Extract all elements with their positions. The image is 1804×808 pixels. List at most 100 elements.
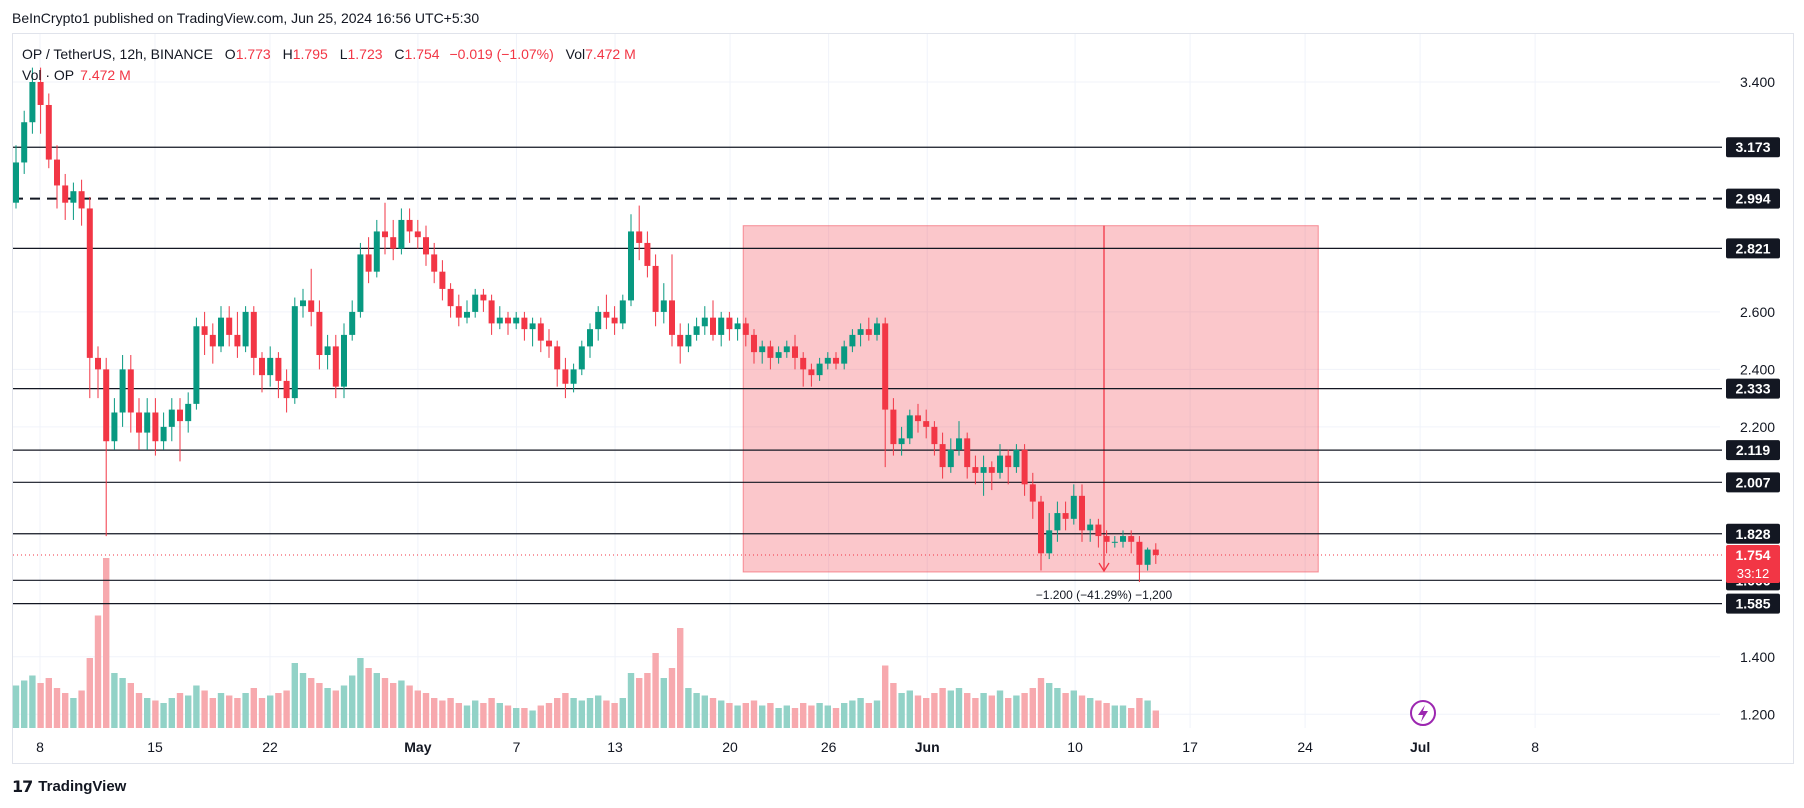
candle-body bbox=[882, 323, 889, 410]
x-tick-label: May bbox=[404, 739, 431, 755]
candle-body bbox=[726, 317, 733, 330]
volume-bar bbox=[234, 698, 241, 728]
volume-bar bbox=[554, 698, 561, 728]
lightning-icon bbox=[1418, 705, 1428, 722]
volume-bar bbox=[636, 678, 643, 728]
candle-body bbox=[193, 326, 200, 404]
volume-bar bbox=[267, 695, 274, 728]
volume-bar bbox=[62, 693, 69, 728]
volume-bar bbox=[775, 708, 782, 728]
candle-body bbox=[603, 311, 610, 318]
candle-body bbox=[710, 317, 716, 335]
volume-bar bbox=[21, 680, 28, 728]
x-tick-label: 15 bbox=[147, 739, 163, 755]
candle-body bbox=[669, 300, 675, 335]
candle-body bbox=[29, 81, 36, 123]
level-tag-text: 2.994 bbox=[1735, 191, 1770, 207]
candle-body bbox=[324, 346, 331, 356]
volume-legend-label[interactable]: Vol · OP bbox=[22, 67, 75, 83]
candle-body bbox=[775, 352, 782, 358]
candle-body bbox=[127, 369, 134, 413]
candle-body bbox=[308, 300, 315, 312]
candle-body bbox=[283, 380, 290, 399]
x-tick-label: 13 bbox=[607, 739, 623, 755]
candle-body bbox=[841, 346, 848, 364]
current-price-tag bbox=[1726, 545, 1780, 584]
volume-bar bbox=[521, 708, 528, 728]
candle-body bbox=[1152, 549, 1159, 556]
candle-body bbox=[144, 412, 151, 433]
volume-bar bbox=[980, 693, 987, 728]
candle-body bbox=[529, 323, 536, 330]
y-tick-label: 1.200 bbox=[1740, 706, 1775, 722]
volume-bar bbox=[381, 678, 389, 728]
volume-bar bbox=[644, 673, 651, 728]
candle-body bbox=[1087, 524, 1094, 531]
y-tick-label: 1.400 bbox=[1740, 649, 1775, 665]
candle-body bbox=[242, 311, 249, 347]
volume-bar bbox=[480, 703, 487, 728]
volume-bar bbox=[160, 703, 167, 728]
countdown-text: 33:12 bbox=[1737, 566, 1770, 581]
volume-bar bbox=[882, 665, 889, 728]
candle-body bbox=[997, 455, 1003, 473]
volume-bar bbox=[349, 675, 356, 728]
tradingview-logo-icon: 17 bbox=[12, 777, 33, 796]
volume-bar bbox=[824, 705, 831, 728]
candle-body bbox=[849, 334, 856, 347]
candle-body bbox=[800, 357, 807, 370]
level-tag-text: 2.007 bbox=[1735, 474, 1770, 490]
candle-body bbox=[488, 300, 495, 324]
symbol-title[interactable]: OP / TetherUS, 12h, BINANCE bbox=[22, 46, 213, 62]
candle-body bbox=[1136, 541, 1143, 565]
volume-bar bbox=[398, 680, 405, 728]
candle-body bbox=[234, 334, 241, 347]
volume-bar bbox=[332, 690, 339, 728]
high-value: 1.795 bbox=[292, 46, 328, 62]
volume-bar bbox=[119, 678, 126, 728]
candle-body bbox=[619, 300, 626, 324]
volume-bar bbox=[1054, 688, 1061, 728]
candle-body bbox=[964, 438, 971, 468]
level-tag-3.173 bbox=[1726, 137, 1780, 158]
volume-bar bbox=[603, 700, 610, 728]
candle-body bbox=[185, 403, 192, 422]
volume-bar bbox=[1103, 703, 1110, 728]
volume-bar bbox=[103, 558, 110, 728]
candle-body bbox=[693, 326, 700, 335]
candle-body bbox=[890, 409, 897, 445]
y-tick-label: 2.600 bbox=[1740, 304, 1775, 320]
volume-bar bbox=[144, 698, 151, 728]
candle-body bbox=[1095, 524, 1102, 537]
volume-bar bbox=[906, 690, 913, 728]
volume-bar bbox=[283, 690, 290, 728]
volume-bar bbox=[529, 710, 536, 728]
candle-body bbox=[816, 363, 823, 376]
candle-body bbox=[160, 426, 167, 442]
volume-bar bbox=[677, 628, 684, 728]
candle-body bbox=[86, 208, 93, 358]
volume-bar bbox=[1037, 678, 1045, 728]
candle-body bbox=[291, 306, 298, 399]
volume-bar bbox=[275, 693, 282, 728]
x-tick-label: 22 bbox=[262, 739, 278, 755]
candle-body bbox=[1038, 501, 1044, 554]
candle-body bbox=[701, 317, 708, 327]
candle-body bbox=[972, 467, 979, 473]
chart-frame bbox=[12, 33, 1794, 764]
candle-body bbox=[1120, 536, 1126, 542]
volume-bar bbox=[1062, 693, 1069, 728]
volume-bar bbox=[29, 675, 36, 728]
level-tag-2.821 bbox=[1726, 238, 1780, 259]
candle-body bbox=[759, 346, 766, 353]
volume-bar bbox=[562, 693, 569, 728]
level-tag-2.994 bbox=[1726, 188, 1780, 209]
volume-bar bbox=[931, 693, 938, 728]
x-tick-label: 17 bbox=[1182, 739, 1198, 755]
level-tag-text: 3.173 bbox=[1735, 139, 1770, 155]
tradingview-brand[interactable]: 17 TradingView bbox=[12, 777, 126, 796]
volume-bar bbox=[988, 695, 995, 728]
volume-bar bbox=[472, 700, 479, 728]
volume-bar bbox=[250, 688, 257, 728]
